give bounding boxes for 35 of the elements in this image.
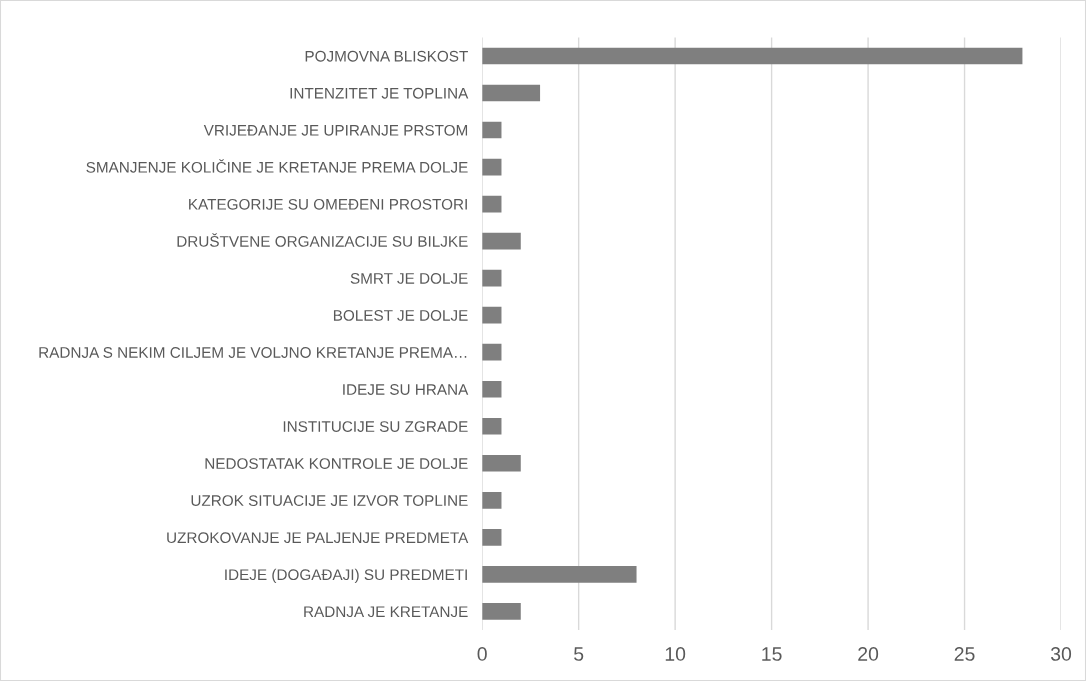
x-tick-label: 0 (477, 647, 487, 661)
bar (482, 417, 502, 435)
bar (482, 491, 502, 509)
x-tick-label: 20 (858, 647, 879, 661)
y-tick-label: VRIJEĐANJE JE UPIRANJE PRSTOM (203, 124, 468, 136)
y-tick-label: UZROKOVANJE JE PALJENJE PREDMETA (167, 532, 469, 544)
bar (482, 306, 502, 324)
y-tick-label: SMANJENJE KOLIČINE JE KRETANJE PREMA DOLJE (86, 159, 468, 173)
bar (482, 454, 521, 472)
x-tick-label: 5 (574, 647, 584, 661)
y-tick-label: RADNJA JE KRETANJE (304, 606, 468, 618)
bar (482, 232, 521, 250)
bar (482, 566, 637, 583)
bar (482, 380, 502, 398)
bar (482, 529, 502, 546)
bar (482, 603, 521, 620)
bar (482, 84, 541, 102)
y-tick-label: INTENZITET JE TOPLINA (290, 87, 469, 99)
x-tick-label: 25 (954, 647, 975, 661)
x-tick-label: 15 (762, 647, 782, 661)
y-tick-label: IDEJE SU HRANA (343, 384, 469, 395)
bar (482, 343, 502, 361)
y-tick-label: SMRT JE DOLJE (350, 273, 468, 284)
x-tick-label: 10 (665, 647, 686, 661)
x-tick-label: 30 (1050, 647, 1072, 661)
y-tick-label: IDEJE (DOGAĐAJI) SU PREDMETI (225, 568, 467, 584)
y-tick-label: KATEGORIJE SU OMEĐENI PROSTORI (189, 198, 467, 210)
y-tick-label: RADNJA S NEKIM CILJEM JE VOLJNO KRETANJE PREMA… (39, 347, 467, 358)
y-tick-label: INSTITUCIJE SU ZGRADE (283, 421, 468, 432)
y-tick-label: NEDOSTATAK KONTROLE JE DOLJE (205, 458, 468, 469)
y-tick-label: POJMOVNA BLISKOST (305, 50, 468, 62)
y-tick-label: DRUŠTVENE ORGANIZACIJE SU BILJKE (177, 233, 468, 247)
bar (482, 47, 1023, 65)
y-tick-label: BOLEST JE DOLJE (333, 310, 468, 321)
y-tick-label: UZROK SITUACIJE JE IZVOR TOPLINE (191, 495, 468, 507)
